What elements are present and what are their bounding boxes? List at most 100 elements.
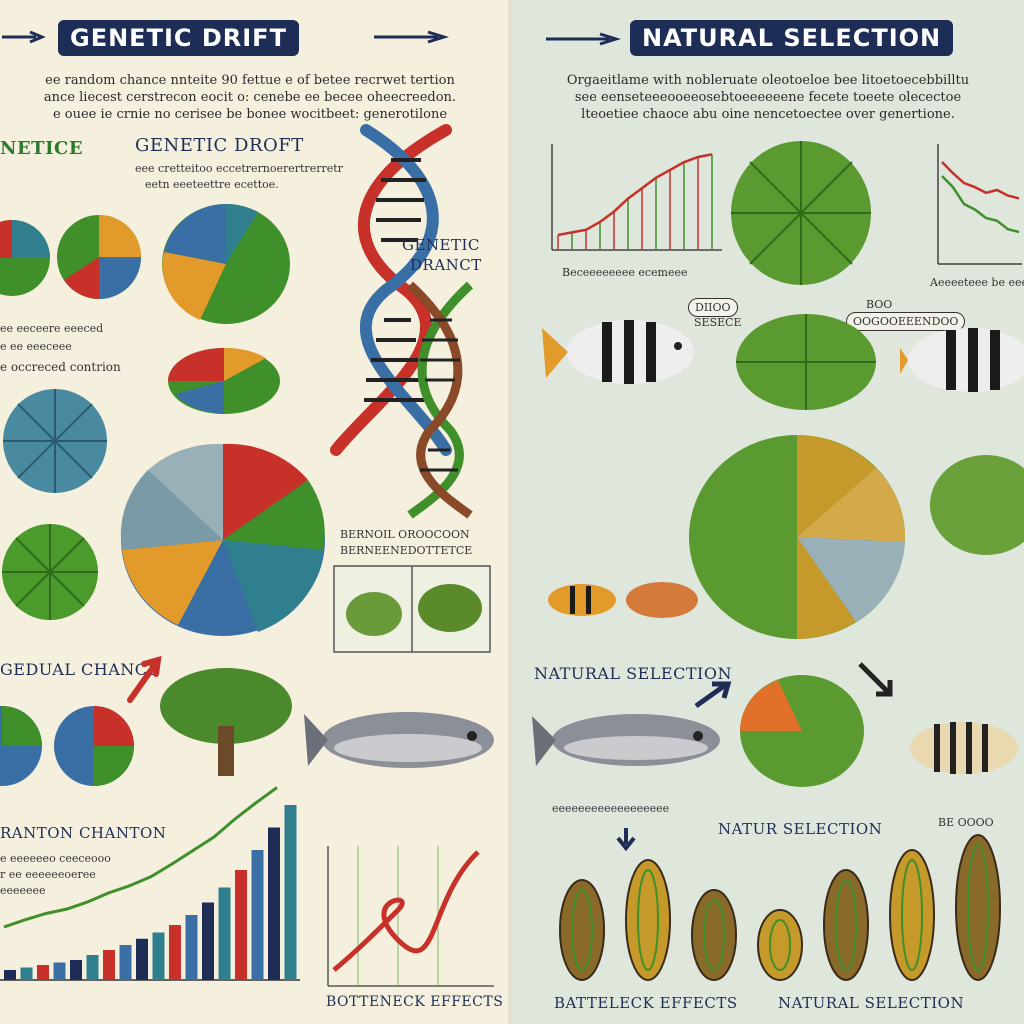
dna-label-line-1: GENETIC — [402, 236, 480, 254]
bar-2 — [37, 965, 49, 980]
bar-1 — [20, 967, 33, 980]
trend-line — [3, 786, 278, 929]
natural-selection-bottom-label: NATURAL SELECTION — [778, 994, 965, 1012]
selection-line-chart — [551, 144, 722, 251]
misc-label-1: ee eeceere eeeced — [0, 322, 104, 335]
decline_values_red-line — [941, 161, 1020, 200]
allele-pie-medium — [168, 347, 280, 414]
large-allele-pie-right — [689, 435, 906, 639]
dna-label-line-2: DRANCT — [410, 256, 482, 274]
allele-pie-small-2 — [57, 215, 141, 299]
stat-line-2: r ee eeeeeeoeree — [0, 868, 96, 881]
allele-pie-multicolor-large — [120, 443, 325, 636]
seed-pod-stripe-4 — [835, 879, 857, 971]
gedual-chance-label: GEDUAL CHANCE — [0, 660, 160, 679]
decline_values_green-line — [941, 175, 1020, 234]
green-cell-cluster-mid — [736, 314, 876, 410]
seed-pod-6 — [955, 834, 1001, 981]
right-arrow-icon — [374, 30, 450, 44]
stat-line-3: eeeeeee — [0, 884, 46, 897]
battleneck-effects-label: BATTELECK EFFECTS — [554, 994, 738, 1012]
bernoil-label-1: BERNOIL OROOCOON — [340, 528, 470, 541]
small-fish-group — [548, 582, 698, 618]
bottleneck-effects-label: BOTTENECK EFFECTS — [326, 994, 504, 1010]
seed-pod-row — [559, 834, 1001, 981]
seed-pod-2 — [691, 889, 737, 981]
bar-16 — [268, 827, 280, 980]
tree-icon — [160, 668, 292, 776]
cell-cluster-green — [2, 524, 98, 620]
genetic-drift-intro-line-1: ee random chance nnteite 90 fettue e of … — [45, 73, 455, 88]
bar-4 — [70, 960, 82, 980]
allele-pie-orange-green — [740, 675, 864, 787]
navy-arrow-icon — [694, 681, 732, 709]
genetic-drift-panel: GENETIC DRIFT ee random chance nnteite 9… — [0, 0, 512, 1024]
seed-pod-stripe-2 — [703, 899, 725, 971]
striped-creature-icon — [910, 722, 1018, 774]
bar-10 — [169, 925, 181, 980]
genetic-drift-intro-line-2: ance liecest cerstrecon eocit o: cenebe … — [43, 90, 457, 105]
allele-pie-large-1 — [162, 203, 290, 324]
bar-11 — [185, 915, 198, 980]
bar-0 — [4, 970, 16, 980]
seed-pod-0 — [559, 879, 605, 981]
bar-8 — [136, 938, 148, 980]
leaf-cluster-right — [930, 455, 1024, 555]
bar-3 — [53, 962, 66, 980]
seed-pod-stripe-3 — [769, 919, 791, 971]
left-arrow-icon — [2, 30, 46, 44]
dna-helix-icon-large — [330, 124, 452, 456]
misc-right-label-2: BE OOOO — [938, 816, 994, 829]
decline-line-chart — [937, 144, 1022, 265]
green-cell-cluster-top — [731, 141, 871, 285]
genetics-heading: NETICE — [0, 138, 84, 159]
bottleneck-line-chart — [327, 846, 494, 987]
striped-fish-icon-right — [900, 328, 1024, 392]
natural-selection-intro-line-3: lteoetiee chaoce abu oine nencetoectee o… — [581, 107, 955, 122]
speech-bubble-right-1: BOO — [866, 298, 893, 311]
seed-pod-5 — [889, 849, 935, 981]
fish-icon-left — [304, 712, 494, 768]
down-arrow-icon — [616, 828, 636, 852]
bernoil-label-2: BERNEENEDOTTETCE — [340, 544, 473, 557]
chart-caption-left: Beceeeeeeee ecemeee — [562, 266, 688, 279]
bar-17 — [284, 805, 297, 980]
ranton-chanton-label: RANTON CHANTON — [0, 824, 167, 842]
seed-pod-stripe-6 — [967, 844, 989, 971]
rise-line — [557, 153, 713, 237]
speech-bubble-left-2: SESECE — [694, 316, 742, 329]
allele-pie-small-1 — [0, 220, 50, 296]
bar-13 — [218, 887, 231, 980]
right-header-arrow-icon — [546, 32, 622, 46]
speech-bubble-right-2: OOGOOEEENDOO — [846, 312, 966, 331]
black-arrow-icon — [858, 662, 893, 697]
stat-line-1: e eeeeeeo ceeceooo — [0, 852, 111, 865]
genetic-drift-subheading: GENETIC DROFT — [135, 135, 304, 156]
misc-right-label: eeeeeeeeeeeeeeeeee — [552, 802, 670, 815]
seed-pod-1 — [625, 859, 671, 981]
natural-selection-intro-line-2: see eenseteeeooeeosebtoeeeeeene fecete t… — [574, 90, 962, 105]
natural-selection-intro-line-1: Orgaeitlame with nobleruate oleotoeloe b… — [566, 73, 970, 88]
seed-pod-4 — [823, 869, 869, 981]
genetic-drift-sub-line-2: eetn eeeteettre ecettoe. — [145, 178, 279, 191]
seed-pod-stripe-1 — [637, 869, 659, 971]
seed-pod-3 — [757, 909, 803, 981]
allele-pie-small-4 — [54, 706, 134, 786]
bar-7 — [119, 945, 132, 980]
bar-6 — [103, 950, 115, 980]
bar-5 — [86, 955, 99, 980]
chart-caption-right: Aeeeeteee be eeeeeee — [930, 276, 1024, 289]
genetic-drift-sub-line-1: eee cretteitoo eccetrernoerertrerretr — [135, 162, 343, 175]
seed-pod-stripe-0 — [571, 889, 593, 971]
allele-pie-small-3 — [0, 706, 42, 786]
striped-fish-icon-left — [542, 320, 694, 384]
bar-9 — [152, 932, 165, 980]
bar-15 — [251, 850, 264, 980]
genetic-drift-title: GENETIC DRIFT — [58, 20, 299, 56]
cell-cluster-blue — [3, 389, 107, 493]
frog-panel-image — [333, 565, 491, 653]
drift-bar-chart — [0, 786, 300, 981]
natural-selection-panel: NATURAL SELECTION Orgaeitlame with noble… — [512, 0, 1024, 1024]
bar-14 — [235, 870, 247, 980]
misc-label-2: e ee eeeceee — [0, 340, 72, 353]
